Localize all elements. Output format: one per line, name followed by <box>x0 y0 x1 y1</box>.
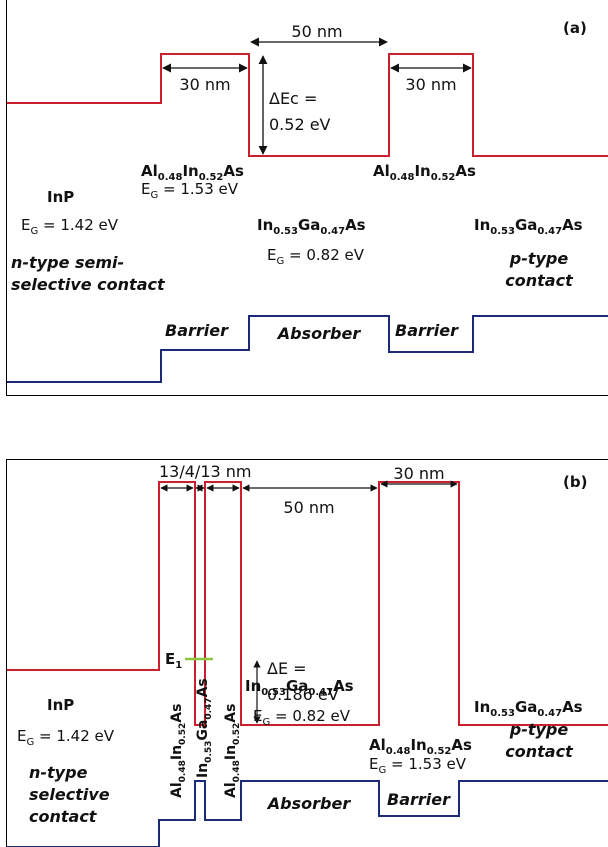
absorber-material-b: In0.53Ga0.47As <box>245 677 354 698</box>
barrier-left-width-label-a: 30 nm <box>179 75 230 94</box>
right-material-a: In0.53Ga0.47As <box>474 216 583 237</box>
p-contact-label-a-line1: p-type <box>509 249 569 268</box>
vertical-well-material: In0.53Ga0.47As <box>195 678 214 778</box>
panel-a: (a) 50 nm 30 nm 30 nm ΔEc = 0.52 eV Al0.… <box>6 0 608 396</box>
well-width-label-b: 50 nm <box>283 498 334 517</box>
panel-label-a: (a) <box>563 19 587 37</box>
n-contact-label-b-line2: selective <box>29 785 110 804</box>
barrier-right-width-label-a: 30 nm <box>405 75 456 94</box>
barrier-left-eg-a: EG = 1.53 eV <box>141 180 239 201</box>
absorber-region-b: Absorber <box>266 794 352 813</box>
barrier-right-eg-b: EG = 1.53 eV <box>369 755 467 776</box>
delta-e-label: ΔE = <box>267 659 307 678</box>
vertical-barrier2-material: Al0.48In0.52As <box>223 704 242 798</box>
panel-b-diagram: (b) 13/4/13 nm 50 nm 30 nm E1 ΔE = 0.186… <box>7 462 608 847</box>
barrier-left-material-a: Al0.48In0.52As <box>141 162 244 183</box>
inp-eg-a: EG = 1.42 eV <box>21 216 119 237</box>
inp-eg-b: EG = 1.42 eV <box>17 727 115 748</box>
inp-label-b: InP <box>47 696 74 714</box>
barrier-right-material-a: Al0.48In0.52As <box>373 162 476 183</box>
n-contact-label-b-line1: n-type <box>29 763 88 782</box>
barrier-width-label-b: 30 nm <box>393 464 444 483</box>
absorber-material-a: In0.53Ga0.47As <box>257 216 366 237</box>
valence-band-b <box>7 780 608 847</box>
well-width-label-a: 50 nm <box>291 22 342 41</box>
panel-b: (b) 13/4/13 nm 50 nm 30 nm E1 ΔE = 0.186… <box>6 459 608 847</box>
inp-label-a: InP <box>47 188 74 206</box>
panel-a-diagram: (a) 50 nm 30 nm 30 nm ΔEc = 0.52 eV Al0.… <box>7 19 608 383</box>
barrier-region-right-a: Barrier <box>395 321 459 340</box>
panel-label-b: (b) <box>563 473 587 491</box>
p-contact-label-b-line1: p-type <box>509 720 569 739</box>
delta-ec-value: 0.52 eV <box>269 115 331 134</box>
n-contact-label-b-line3: contact <box>29 807 98 826</box>
stack-width-label: 13/4/13 nm <box>159 462 252 481</box>
barrier-region-b: Barrier <box>387 790 451 809</box>
e1-label: E1 <box>165 650 182 671</box>
absorber-eg-a: EG = 0.82 eV <box>267 246 365 267</box>
absorber-region-a: Absorber <box>276 324 362 343</box>
absorber-eg-b: EG = 0.82 eV <box>253 707 351 728</box>
vertical-barrier1-material: Al0.48In0.52As <box>169 704 188 798</box>
barrier-region-left-a: Barrier <box>165 321 229 340</box>
barrier-right-material-b: Al0.48In0.52As <box>369 736 472 757</box>
n-contact-label-a-line2: selective contact <box>11 275 166 294</box>
p-contact-label-a-line2: contact <box>505 271 574 290</box>
p-contact-label-b-line2: contact <box>505 742 574 761</box>
delta-e-value: 0.186 eV <box>267 685 339 704</box>
right-material-b: In0.53Ga0.47As <box>474 698 583 719</box>
n-contact-label-a-line1: n-type semi- <box>11 253 124 272</box>
conduction-band-a <box>7 53 608 157</box>
delta-ec-label: ΔEc = <box>269 89 317 108</box>
valence-band-a <box>7 315 608 383</box>
